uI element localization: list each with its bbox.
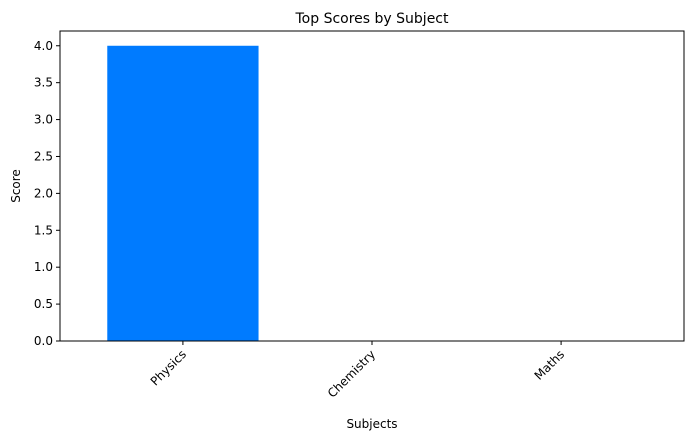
bar-physics	[107, 45, 259, 342]
y-tick-label: 2.5	[34, 149, 53, 163]
bars-group	[107, 45, 259, 342]
y-tick-label: 1.0	[34, 260, 53, 274]
chart-title: Top Scores by Subject	[295, 11, 449, 27]
plot-area-frame	[59, 30, 685, 342]
y-tick-label: 4.0	[34, 39, 53, 53]
y-tick-label: 3.0	[34, 113, 53, 127]
x-tick-label-physics: Physics	[148, 347, 189, 388]
x-axis-label: Subjects	[346, 417, 397, 431]
y-tick-label: 1.5	[34, 223, 53, 237]
y-axis-ticks: 0.0 0.5 1.0 1.5 2.0 2.5 3.0 3.5 4.0	[34, 39, 60, 348]
y-tick-label: 0.5	[34, 297, 53, 311]
y-tick-label: 3.5	[34, 76, 53, 90]
x-axis-ticks: Physics Chemistry Maths	[148, 341, 567, 401]
x-tick-label-maths: Maths	[532, 347, 568, 383]
x-tick-label-chemistry: Chemistry	[325, 347, 378, 400]
y-axis-label: Score	[9, 169, 23, 203]
y-tick-label: 2.0	[34, 186, 53, 200]
y-tick-label: 0.0	[34, 334, 53, 348]
